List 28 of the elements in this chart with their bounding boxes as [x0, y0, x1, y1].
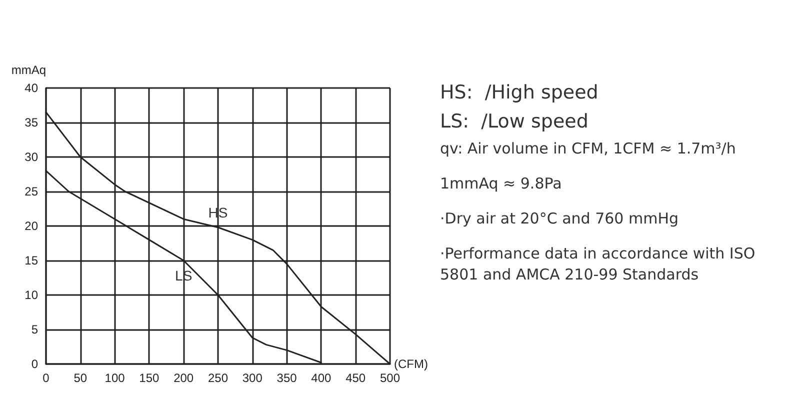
y-tick-label: 40 — [24, 81, 38, 95]
text: HS: /High speed — [440, 82, 598, 104]
x-axis-title: (CFM) — [394, 357, 428, 371]
x-tick-label: 0 — [42, 371, 50, 385]
y-axis-title: mmAq — [11, 63, 46, 77]
x-tick-label: 500 — [380, 371, 400, 385]
text: ·Dry air at 20°C and 760 mmHg — [440, 210, 679, 228]
x-tick-label: 450 — [346, 371, 366, 385]
x-tick-label: 250 — [208, 371, 228, 385]
x-tick-label: 150 — [139, 371, 160, 385]
x-tick-label: 300 — [242, 371, 263, 385]
text: 1mmAq ≈ 9.8Pa — [440, 174, 562, 192]
y-tick-label: 0 — [31, 357, 38, 371]
x-tick-label: 400 — [311, 371, 332, 385]
y-tick-label: 5 — [31, 322, 38, 336]
y-tick-label: 30 — [24, 150, 38, 164]
y-tick-label: 35 — [24, 116, 38, 130]
y-tick-label: 10 — [24, 288, 38, 302]
x-tick-label: 200 — [174, 371, 194, 385]
x-tick-label: 100 — [104, 371, 126, 385]
text: qv: Air volume in CFM, 1CFM ≈ 1.7m³/h — [440, 140, 736, 158]
x-tick-label: 50 — [74, 371, 88, 385]
y-tick-label: 20 — [24, 219, 38, 233]
y-tick-label: 15 — [24, 254, 38, 268]
y-tick-label: 25 — [24, 184, 38, 198]
text: LS: /Low speed — [440, 110, 588, 132]
x-tick-label: 350 — [276, 371, 298, 385]
text: ·Performance data in accordance with ISO 5801 and AMCA 210-99 Standards — [440, 244, 760, 284]
